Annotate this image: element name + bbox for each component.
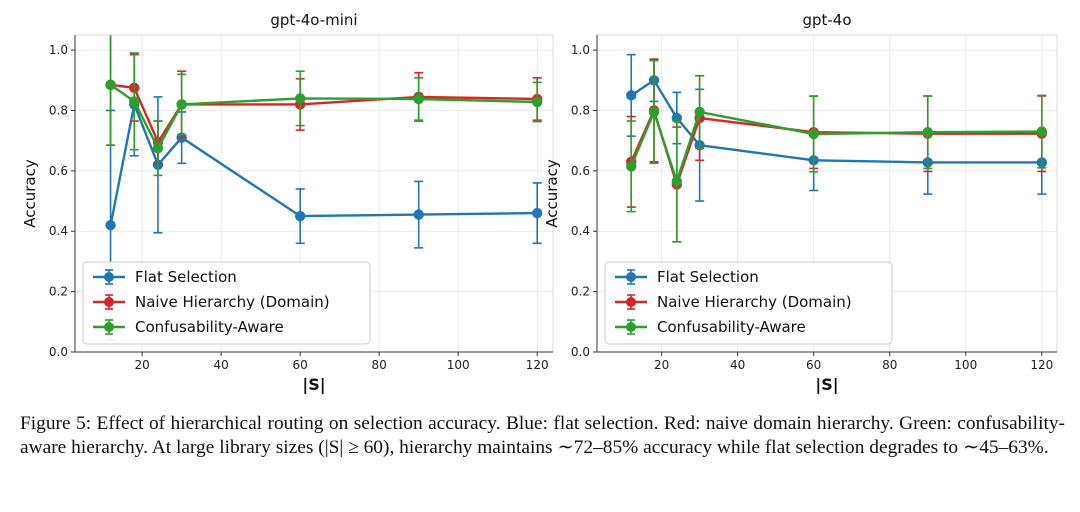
y-tick-label: 1.0 [49,43,68,57]
x-tick-label: 80 [372,358,387,372]
legend: Flat Selection Naive Hierarchy (Domain) Co… [82,261,371,345]
y-tick-label: 0.4 [49,224,68,238]
legend-label: Flat Selection [657,268,759,286]
figure-caption: Figure 5: Effect of hierarchical routing… [20,413,1065,458]
x-tick-label: 80 [882,358,897,372]
chart-title: gpt-4o [802,11,851,29]
y-tick-label: 0.0 [49,345,68,359]
legend-label: Confusability-Aware [135,318,284,336]
legend-label: Flat Selection [135,268,237,286]
y-tick-label: 0.2 [571,285,590,299]
series-group [626,53,1047,243]
y-tick-label: 0.8 [49,103,68,117]
legend-label: Naive Hierarchy (Domain) [657,293,852,311]
x-tick-label: 120 [526,358,549,372]
series-line [630,107,1042,189]
legend-item-3: Confusability-Aware [615,318,806,336]
chart-panel-1: 20 40 60 80 100 120 0.0 0.2 0.4 0.6 0.8 1.0 gpt-4o-m… [21,11,554,395]
data-point [808,128,819,140]
x-axis-label: |S| [815,375,838,395]
data-point [294,210,306,222]
data-point [648,106,660,118]
legend-label: Confusability-Aware [657,318,806,336]
y-tick-label: 0.0 [571,345,590,359]
series-3 [626,59,1047,243]
data-point [694,106,705,118]
legend-item-2: Naive Hierarchy (Domain) [615,293,852,311]
x-tick-label: 100 [954,358,977,372]
legend-item-3: Confusability-Aware [93,318,284,336]
series-line [110,83,538,145]
series-1 [626,53,1047,202]
legend-marker [104,272,114,282]
legend-item-1: Flat Selection [615,268,759,286]
series-line [109,100,538,226]
y-tick-label: 0.6 [571,164,590,178]
x-tick-label: 40 [214,358,229,372]
data-point [1036,126,1047,137]
data-point [105,220,116,231]
series-2 [105,35,543,165]
data-point [152,143,164,154]
chart-panel-2: 20 40 60 80 100 120 0.0 0.2 0.4 0.6 0.8 1.0 gpt-4o |S… [543,11,1058,395]
legend-marker [104,297,114,307]
x-tick-label: 60 [293,358,308,372]
legend-marker [626,322,636,332]
data-point [176,99,187,110]
legend-label: Naive Hierarchy (Domain) [135,293,330,311]
y-axis-label: Accuracy [21,159,39,228]
series-group [105,35,543,341]
legend-marker [104,322,114,332]
legend-marker [626,272,636,282]
y-tick-label: 0.2 [49,285,68,299]
figure: 20 40 60 80 100 120 0.0 0.2 0.4 0.6 0.8 1.0 gpt-4o-m… [21,11,1058,395]
x-axis-label: |S| [302,375,325,395]
y-tick-label: 0.4 [571,224,590,238]
series-line [630,78,1042,164]
data-point [129,96,140,107]
series-2 [626,58,1047,243]
legend-box [82,261,371,345]
legend: Flat Selection Naive Hierarchy (Domain) Co… [604,261,893,345]
series-line [109,83,538,151]
x-tick-label: 40 [730,358,745,372]
y-tick-label: 0.6 [49,164,68,178]
series-3 [105,35,543,177]
y-tick-label: 1.0 [571,43,590,57]
data-point [671,176,683,187]
data-point [531,207,543,219]
y-tick-label: 0.8 [571,103,590,117]
data-point [531,96,543,108]
x-tick-label: 20 [135,358,150,372]
data-point [413,209,424,220]
x-tick-label: 120 [1030,358,1053,372]
data-point [105,79,116,91]
legend-box [604,261,893,345]
data-point [922,127,933,138]
x-tick-label: 60 [806,358,821,372]
data-point [413,93,424,105]
legend-item-2: Naive Hierarchy (Domain) [93,293,330,311]
y-axis-label: Accuracy [543,159,561,228]
chart-title: gpt-4o-mini [270,11,357,29]
data-point [626,90,637,101]
x-tick-label: 100 [447,358,470,372]
data-point [626,161,637,172]
x-tick-label: 20 [654,358,669,372]
data-point [294,93,306,104]
legend-item-1: Flat Selection [93,268,237,286]
legend-marker [626,297,636,307]
